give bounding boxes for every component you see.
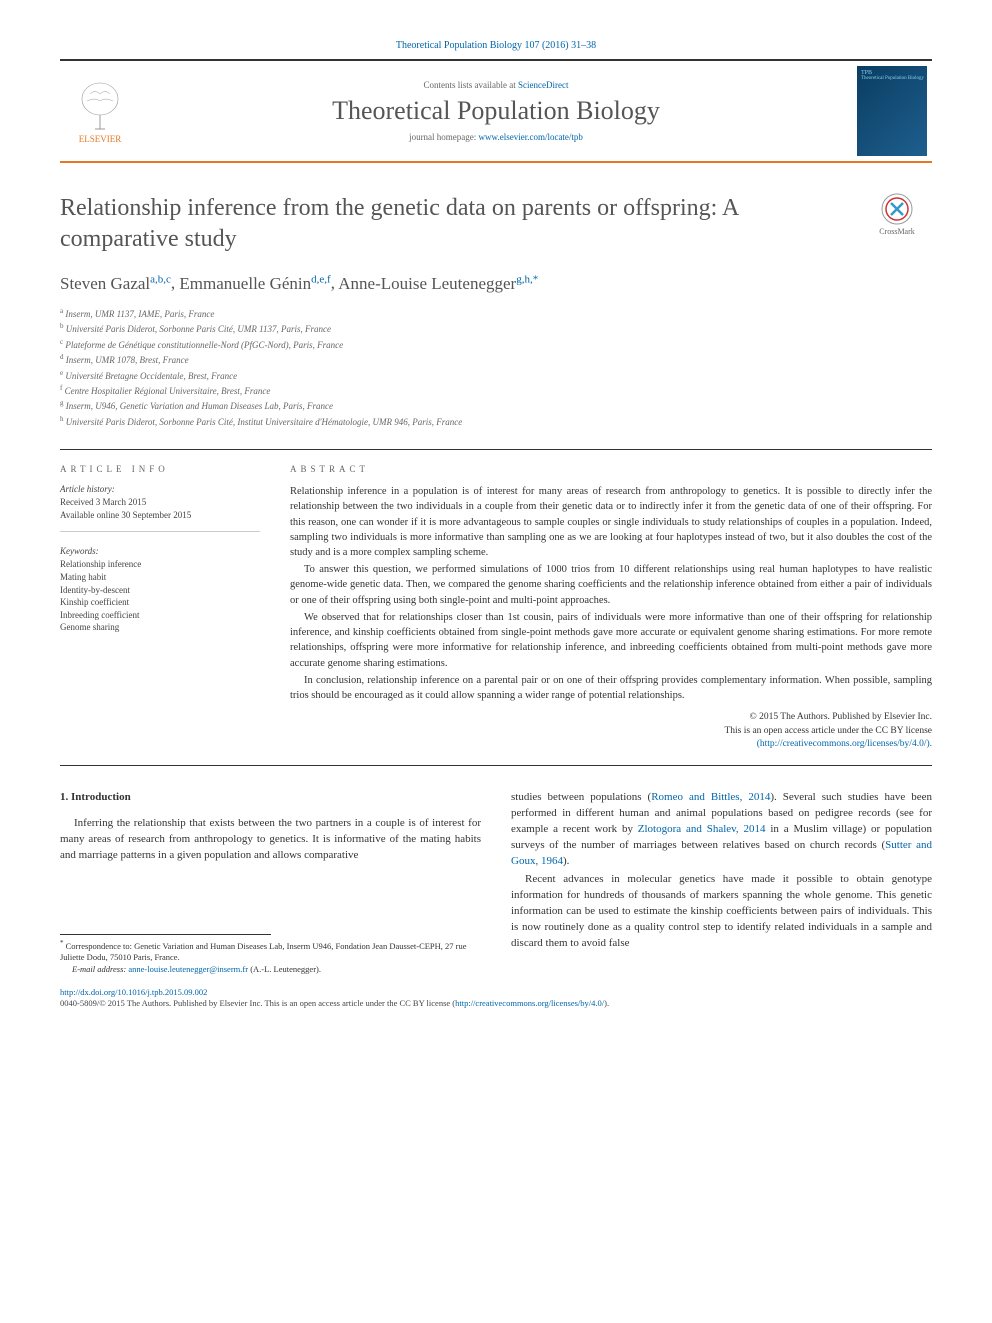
citation-link[interactable]: Zlotogora and Shalev, 2014 xyxy=(638,823,766,835)
author-list: Steven Gazala,b,c, Emmanuelle Génind,e,f… xyxy=(60,273,932,294)
affiliation: f Centre Hospitalier Régional Universita… xyxy=(60,383,932,398)
affiliation-list: a Inserm, UMR 1137, IAME, Paris, France … xyxy=(60,306,932,429)
journal-homepage: journal homepage: www.elsevier.com/locat… xyxy=(150,132,842,142)
footnote-separator xyxy=(60,934,271,935)
article-title: Relationship inference from the genetic … xyxy=(60,193,842,255)
affiliation: a Inserm, UMR 1137, IAME, Paris, France xyxy=(60,306,932,321)
info-abstract-box: article info Article history: Received 3… xyxy=(60,449,932,766)
author: Steven Gazala,b,c xyxy=(60,274,171,293)
affiliation: g Inserm, U946, Genetic Variation and Hu… xyxy=(60,398,932,413)
body-paragraph: studies between populations (Romeo and B… xyxy=(511,790,932,870)
right-column: studies between populations (Romeo and B… xyxy=(511,790,932,975)
doi-link[interactable]: http://dx.doi.org/10.1016/j.tpb.2015.09.… xyxy=(60,987,207,997)
article-history: Article history: Received 3 March 2015 A… xyxy=(60,484,260,532)
affiliation: h Université Paris Diderot, Sorbonne Par… xyxy=(60,414,932,429)
crossmark-icon xyxy=(881,193,913,225)
elsevier-tree-icon xyxy=(75,79,125,134)
affiliation: b Université Paris Diderot, Sorbonne Par… xyxy=(60,321,932,336)
affiliation: c Plateforme de Génétique constitutionne… xyxy=(60,337,932,352)
email-link[interactable]: anne-louise.leutenegger@inserm.fr xyxy=(128,964,248,974)
affiliation: e Université Bretagne Occidentale, Brest… xyxy=(60,368,932,383)
sciencedirect-link[interactable]: ScienceDirect xyxy=(518,80,568,90)
abstract: abstract Relationship inference in a pop… xyxy=(290,464,932,751)
doi-line: http://dx.doi.org/10.1016/j.tpb.2015.09.… xyxy=(60,987,932,997)
copyright-block: © 2015 The Authors. Published by Elsevie… xyxy=(290,711,932,751)
abstract-text: Relationship inference in a population i… xyxy=(290,484,932,703)
issn-line: 0040-5809/© 2015 The Authors. Published … xyxy=(60,998,932,1008)
cc-license-link[interactable]: http://creativecommons.org/licenses/by/4… xyxy=(455,998,604,1008)
body-paragraph: Recent advances in molecular genetics ha… xyxy=(511,872,932,952)
homepage-link[interactable]: www.elsevier.com/locate/tpb xyxy=(479,132,583,142)
title-row: Relationship inference from the genetic … xyxy=(60,193,932,255)
header-center: Contents lists available at ScienceDirec… xyxy=(140,68,852,154)
section-heading: 1. Introduction xyxy=(60,790,481,806)
elsevier-label: ELSEVIER xyxy=(65,134,135,144)
page-container: Theoretical Population Biology 107 (2016… xyxy=(0,0,992,1048)
author: Anne-Louise Leuteneggerg,h,* xyxy=(338,274,538,293)
article-info: article info Article history: Received 3… xyxy=(60,464,260,751)
abstract-heading: abstract xyxy=(290,464,932,474)
article-info-heading: article info xyxy=(60,464,260,474)
journal-name: Theoretical Population Biology xyxy=(150,96,842,126)
correspondence-footnote: * Correspondence to: Genetic Variation a… xyxy=(60,939,481,975)
journal-cover-thumbnail: TPB Theoretical Population Biology xyxy=(857,66,927,156)
journal-header: ELSEVIER Contents lists available at Sci… xyxy=(60,59,932,163)
body-columns: 1. Introduction Inferring the relationsh… xyxy=(60,790,932,975)
affiliation: d Inserm, UMR 1078, Brest, France xyxy=(60,352,932,367)
elsevier-logo: ELSEVIER xyxy=(60,69,140,154)
contents-available: Contents lists available at ScienceDirec… xyxy=(150,80,842,90)
keywords-block: Keywords: Relationship inference Mating … xyxy=(60,546,260,634)
cc-license-link[interactable]: (http://creativecommons.org/licenses/by/… xyxy=(757,739,932,749)
left-column: 1. Introduction Inferring the relationsh… xyxy=(60,790,481,975)
crossmark-badge[interactable]: CrossMark xyxy=(862,193,932,236)
journal-reference: Theoretical Population Biology 107 (2016… xyxy=(60,40,932,51)
author: Emmanuelle Génind,e,f xyxy=(179,274,330,293)
body-paragraph: Inferring the relationship that exists b… xyxy=(60,816,481,864)
citation-link[interactable]: Romeo and Bittles, 2014 xyxy=(651,791,770,803)
